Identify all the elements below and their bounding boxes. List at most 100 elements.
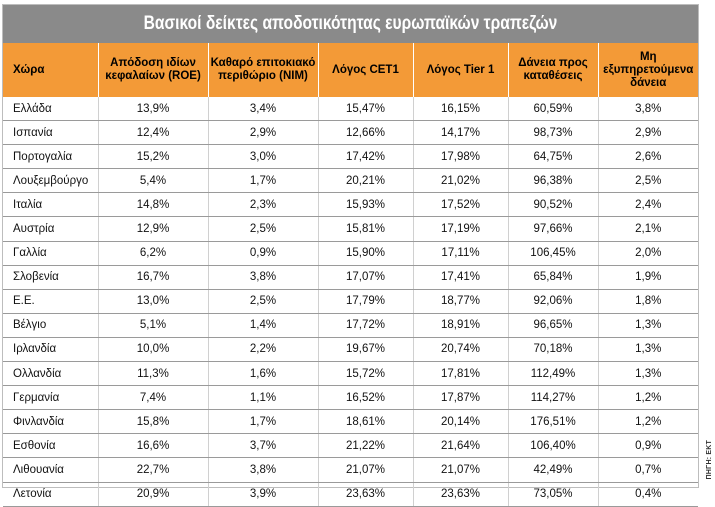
cell-loans-deposits: 106,40% (508, 433, 599, 459)
cell-nim: 2,5% (208, 216, 319, 242)
cell-roe: 14,8% (98, 192, 209, 218)
table-row: Φινλανδία 15,8% 1,7% 18,61% 20,14% 176,51% 1,2… (3, 409, 698, 435)
table-row: Λιθουανία 22,7% 3,8% 21,07% 21,07% 42,49% 0,7% (3, 457, 698, 483)
cell-npl: 2,6% (598, 144, 698, 170)
header-roe: Απόδοση ιδίων κεφαλαίων (ROE) (98, 43, 209, 97)
cell-roe: 15,2% (98, 144, 209, 170)
cell-roe: 22,7% (98, 457, 209, 483)
cell-cet1: 17,07% (318, 265, 414, 290)
table-row: Ε.Ε. 13,0% 2,5% 17,79% 18,77% 92,06% 1,8% (3, 289, 698, 314)
table-row: Γερμανία 7,4% 1,1% 16,52% 17,87% 114,27% 1,2% (3, 385, 698, 411)
cell-npl: 0,9% (598, 433, 698, 459)
cell-npl: 1,2% (598, 409, 698, 435)
header-tier1: Λόγος Tier 1 (413, 43, 509, 97)
data-table: Χώρα Απόδοση ιδίων κεφαλαίων (ROE) Καθαρ… (3, 43, 698, 507)
cell-cet1: 23,63% (318, 482, 414, 507)
cell-country: Γαλλία (3, 241, 99, 266)
cell-tier1: 17,81% (413, 361, 509, 387)
cell-npl: 2,9% (598, 120, 698, 146)
cell-cet1: 17,42% (318, 144, 414, 170)
cell-nim: 1,1% (208, 385, 319, 411)
table-row: Γαλλία 6,2% 0,9% 15,90% 17,11% 106,45% 2,0% (3, 241, 698, 266)
header-country: Χώρα (3, 43, 99, 97)
cell-npl: 1,3% (598, 313, 698, 338)
cell-tier1: 18,77% (413, 289, 509, 314)
cell-country: Λουξεμβούργο (3, 168, 99, 194)
cell-nim: 1,7% (208, 409, 319, 435)
cell-country: Βέλγιο (3, 313, 99, 338)
cell-roe: 10,0% (98, 337, 209, 363)
table-row: Ιρλανδία 10,0% 2,2% 19,67% 20,74% 70,18% 1,3% (3, 337, 698, 363)
cell-npl: 2,0% (598, 241, 698, 266)
cell-npl: 1,9% (598, 265, 698, 290)
cell-loans-deposits: 96,38% (508, 168, 599, 194)
cell-tier1: 21,02% (413, 168, 509, 194)
cell-nim: 3,0% (208, 144, 319, 170)
table-row: Λουξεμβούργο 5,4% 1,7% 20,21% 21,02% 96,38% 2,… (3, 168, 698, 194)
cell-tier1: 17,87% (413, 385, 509, 411)
cell-loans-deposits: 73,05% (508, 482, 599, 507)
table-row: Αυστρία 12,9% 2,5% 15,81% 17,19% 97,66% 2,1% (3, 216, 698, 242)
cell-tier1: 17,52% (413, 192, 509, 218)
cell-cet1: 15,90% (318, 241, 414, 266)
cell-cet1: 15,93% (318, 192, 414, 218)
cell-cet1: 16,52% (318, 385, 414, 411)
cell-country: Ελλάδα (3, 97, 99, 122)
cell-loans-deposits: 97,66% (508, 216, 599, 242)
cell-nim: 3,8% (208, 265, 319, 290)
cell-nim: 1,4% (208, 313, 319, 338)
cell-nim: 2,3% (208, 192, 319, 218)
cell-loans-deposits: 98,73% (508, 120, 599, 146)
cell-cet1: 21,22% (318, 433, 414, 459)
cell-roe: 12,4% (98, 120, 209, 146)
cell-loans-deposits: 176,51% (508, 409, 599, 435)
cell-tier1: 17,98% (413, 144, 509, 170)
cell-loans-deposits: 60,59% (508, 97, 599, 122)
cell-cet1: 17,72% (318, 313, 414, 338)
header-row: Χώρα Απόδοση ιδίων κεφαλαίων (ROE) Καθαρ… (3, 43, 698, 97)
cell-loans-deposits: 96,65% (508, 313, 599, 338)
cell-loans-deposits: 70,18% (508, 337, 599, 363)
table-row: Ιταλία 14,8% 2,3% 15,93% 17,52% 90,52% 2,4% (3, 192, 698, 218)
cell-cet1: 15,47% (318, 97, 414, 122)
cell-country: Σλοβενία (3, 265, 99, 290)
cell-loans-deposits: 112,49% (508, 361, 599, 387)
cell-nim: 1,7% (208, 168, 319, 194)
cell-roe: 13,9% (98, 97, 209, 122)
cell-cet1: 15,72% (318, 361, 414, 387)
cell-roe: 5,4% (98, 168, 209, 194)
cell-country: Λιθουανία (3, 457, 99, 483)
header-nim: Καθαρό επιτοκιακό περιθώριο (NIM) (208, 43, 319, 97)
cell-tier1: 17,19% (413, 216, 509, 242)
cell-npl: 1,8% (598, 289, 698, 314)
table-row: Σλοβενία 16,7% 3,8% 17,07% 17,41% 65,84% 1,9% (3, 265, 698, 290)
cell-country: Λετονία (3, 482, 99, 507)
cell-npl: 1,3% (598, 361, 698, 387)
cell-loans-deposits: 92,06% (508, 289, 599, 314)
cell-nim: 2,9% (208, 120, 319, 146)
table-row: Πορτογαλία 15,2% 3,0% 17,42% 17,98% 64,75% 2,6… (3, 144, 698, 170)
cell-npl: 0,4% (598, 482, 698, 507)
cell-nim: 3,4% (208, 97, 319, 122)
cell-roe: 20,9% (98, 482, 209, 507)
cell-npl: 2,4% (598, 192, 698, 218)
cell-country: Γερμανία (3, 385, 99, 411)
cell-country: Αυστρία (3, 216, 99, 242)
cell-country: Ε.Ε. (3, 289, 99, 314)
cell-cet1: 18,61% (318, 409, 414, 435)
cell-nim: 2,5% (208, 289, 319, 314)
cell-cet1: 20,21% (318, 168, 414, 194)
cell-npl: 0,7% (598, 457, 698, 483)
cell-country: Ιρλανδία (3, 337, 99, 363)
header-loans-deposits: Δάνεια προς καταθέσεις (508, 43, 599, 97)
cell-roe: 16,6% (98, 433, 209, 459)
cell-tier1: 18,91% (413, 313, 509, 338)
table-row: Ισπανία 12,4% 2,9% 12,66% 14,17% 98,73% 2,9% (3, 120, 698, 146)
cell-loans-deposits: 106,45% (508, 241, 599, 266)
table-row: Εσθονία 16,6% 3,7% 21,22% 21,64% 106,40% 0,9% (3, 433, 698, 459)
cell-loans-deposits: 64,75% (508, 144, 599, 170)
cell-roe: 7,4% (98, 385, 209, 411)
cell-cet1: 19,67% (318, 337, 414, 363)
cell-loans-deposits: 42,49% (508, 457, 599, 483)
cell-nim: 2,2% (208, 337, 319, 363)
